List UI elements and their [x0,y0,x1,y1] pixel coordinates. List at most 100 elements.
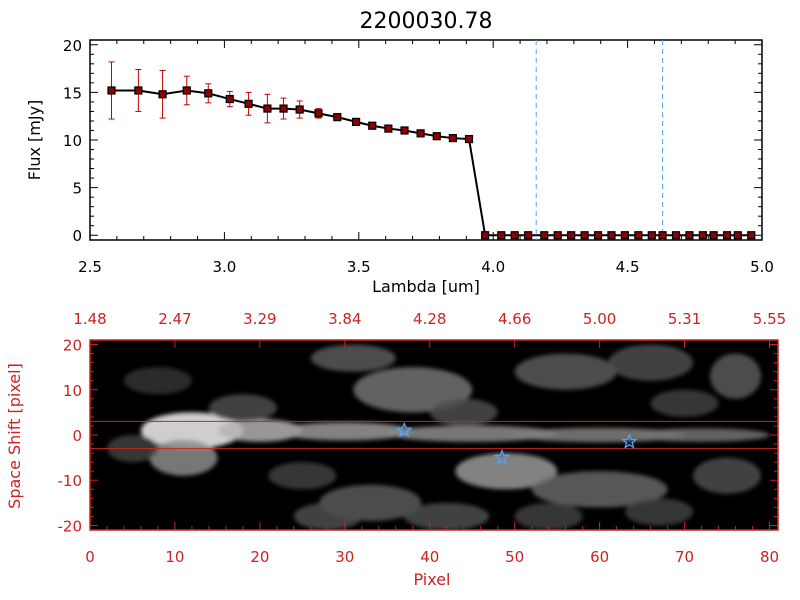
image-structure [429,398,498,426]
wavelength-tick-label: 5.31 [668,310,701,328]
data-point [747,231,756,240]
image-structure [608,344,694,381]
data-point [279,104,288,113]
data-point [384,124,393,133]
wavelength-tick-label: 4.28 [413,310,446,328]
x-tick-label: 5.0 [750,258,774,276]
pixel-tick-label: 40 [420,548,439,566]
wavelength-tick-label: 3.29 [243,310,276,328]
shift-tick-label: -20 [58,517,83,535]
data-point [225,94,234,104]
data-point [400,126,409,135]
image-structure [217,419,303,442]
image-structure [276,422,413,441]
shift-tick-label: 0 [72,427,82,445]
image-structure [633,428,770,442]
image-structure [208,394,277,422]
data-point [722,231,732,240]
wavelength-tick-label: 5.00 [583,310,616,328]
x-tick-label: 2.5 [78,258,102,276]
data-point [352,117,361,127]
x-tick-label: 4.0 [481,258,505,276]
data-point [158,90,167,99]
y-tick-label: 20 [63,37,82,55]
data-point [685,231,694,240]
data-point [709,231,718,240]
data-point [107,86,116,95]
data-point [244,99,253,108]
y-tick-label: 15 [63,84,82,102]
image-structure [353,367,473,413]
pixel-tick-label: 70 [675,548,694,566]
data-point [510,231,519,240]
pixel-tick-label: 10 [165,548,184,566]
data-point [620,231,630,240]
spectrum-plot: 2.5 3.0 3.5 4.0 4.5 5.0 0 5 10 15 20 [63,37,774,276]
data-point [295,105,304,114]
image-structure [710,353,762,399]
source-star-marker [493,448,511,465]
wavelength-tick-label: 1.48 [73,310,106,328]
image-structure [268,462,337,490]
data-point [540,231,549,240]
wavelength-tick-label: 5.55 [753,310,786,328]
wavelength-tick-label: 2.47 [158,310,191,328]
image-structure [387,425,558,442]
image-structure [625,498,694,526]
data-point [698,231,707,240]
y-axis-label: Flux [mJy] [25,100,44,181]
image-structure [531,471,668,508]
wavelength-tick-label: 4.66 [498,310,531,328]
wavelength-tick-label: 3.84 [328,310,361,328]
spectral-image-plot: 0 10 20 30 40 50 60 70 80 1.48 2.47 3.29 3.84 4.28 4.6… [58,310,787,566]
shift-tick-label: 20 [63,337,82,355]
image-structure [123,367,192,395]
data-point [448,133,457,143]
data-point [567,231,576,240]
data-point [333,113,342,122]
x-tick-label: 3.5 [347,258,371,276]
pixel-tick-label: 30 [335,548,354,566]
source-star-marker [620,432,638,449]
data-point [658,231,667,240]
data-point [733,231,742,240]
shift-tick-label: 10 [63,382,82,400]
data-point [553,231,562,240]
x-tick-label: 4.5 [616,258,640,276]
y-tick-label: 0 [72,227,82,245]
shift-tick-label: -10 [58,472,83,490]
pixel-tick-label: 50 [505,548,524,566]
data-point [607,231,616,240]
data-point [464,134,474,144]
image-structure [693,457,762,494]
image-structure [310,344,396,372]
data-point [416,129,425,138]
source-star-marker [395,421,413,438]
spectral-image [90,340,778,530]
x-tick-label: 3.0 [212,258,236,276]
image-structure [514,353,617,390]
data-point [634,231,643,240]
data-point [204,89,213,98]
data-point [580,231,589,240]
y-tick-label: 5 [72,180,82,198]
image-structure [149,439,218,476]
image-structure [404,502,490,530]
y-tick-label: 10 [63,132,82,150]
data-point [671,231,681,240]
data-point [134,86,143,95]
plot-frame [89,39,763,241]
x-axis-label: Lambda [um] [372,277,480,296]
image-structure [293,502,362,530]
pixel-axis-label: Pixel [413,570,450,589]
data-point [524,231,533,240]
pixel-tick-label: 60 [590,548,609,566]
image-structure [650,389,719,417]
data-point [182,86,191,95]
data-point [314,109,323,118]
pixel-tick-label: 0 [85,548,95,566]
space-shift-axis-label: Space Shift [pixel] [5,363,24,509]
data-point [432,132,441,141]
image-structure [455,453,558,490]
